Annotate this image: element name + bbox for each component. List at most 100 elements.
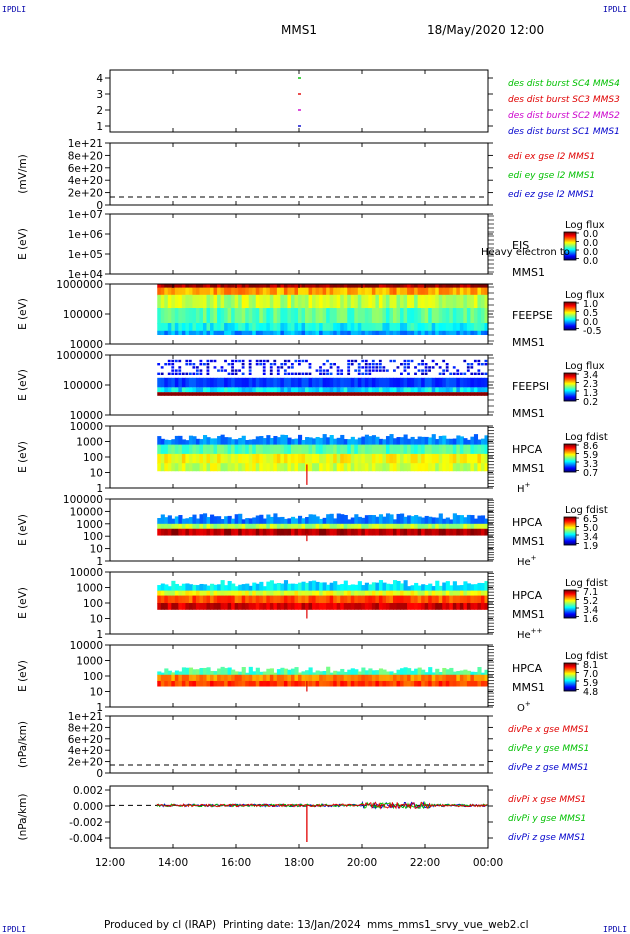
heatmap-cell bbox=[459, 528, 464, 536]
heatmap-cell bbox=[181, 372, 185, 375]
heatmap-cell bbox=[424, 366, 428, 369]
heatmap-cell bbox=[217, 308, 222, 324]
heatmap-cell bbox=[343, 330, 348, 335]
heatmap-cell bbox=[312, 674, 317, 682]
colorbar-cell bbox=[564, 393, 576, 395]
spacecraft-label: MMS1 bbox=[512, 608, 545, 621]
heatmap-cell bbox=[294, 294, 299, 309]
heatmap-cell bbox=[407, 330, 412, 335]
heatmap-cell bbox=[301, 453, 306, 464]
heatmap-cell bbox=[350, 330, 355, 335]
heatmap-cell bbox=[234, 284, 239, 289]
heatmap-cell bbox=[280, 284, 285, 289]
heatmap-cell bbox=[262, 369, 266, 372]
heatmap-cell bbox=[280, 294, 285, 309]
heatmap-cell bbox=[392, 308, 398, 324]
colorbar-hpca_he bbox=[563, 516, 577, 546]
heatmap-cell bbox=[178, 372, 182, 375]
y-tick-label: 10 bbox=[90, 544, 103, 556]
heatmap-cell bbox=[217, 668, 222, 676]
heatmap-cell bbox=[456, 453, 461, 464]
heatmap-cell bbox=[241, 330, 246, 335]
heatmap-cell bbox=[210, 438, 215, 446]
heatmap-cell bbox=[238, 444, 243, 455]
heatmap-cell bbox=[484, 528, 489, 536]
heatmap-cell bbox=[400, 387, 405, 393]
heatmap-cell bbox=[210, 392, 215, 396]
heatmap-cell bbox=[410, 463, 415, 472]
heatmap-cell bbox=[347, 366, 351, 369]
heatmap-cell bbox=[385, 590, 391, 597]
heatmap-cell bbox=[188, 667, 194, 676]
heatmap-cell bbox=[477, 523, 482, 530]
heatmap-cell bbox=[224, 323, 229, 332]
heatmap-cell bbox=[417, 667, 422, 676]
y-tick-label: 1000000 bbox=[56, 350, 103, 362]
heatmap-cell bbox=[164, 444, 169, 455]
heatmap-cell bbox=[336, 528, 341, 536]
heatmap-cell bbox=[210, 590, 215, 597]
heatmap-cell bbox=[368, 284, 373, 289]
heatmap-cell bbox=[466, 308, 472, 324]
heatmap-cell bbox=[213, 323, 218, 332]
heatmap-cell bbox=[382, 582, 387, 592]
heatmap-cell bbox=[308, 523, 313, 530]
heatmap-cell bbox=[178, 585, 183, 592]
heatmap-cell bbox=[262, 323, 267, 332]
heatmap-cell bbox=[248, 363, 252, 366]
heatmap-cell bbox=[301, 523, 306, 530]
heatmap-cell bbox=[174, 372, 178, 375]
heatmap-cell bbox=[245, 463, 250, 472]
heatmap-cell bbox=[164, 439, 169, 446]
heatmap-cell bbox=[329, 287, 334, 296]
heatmap-cell bbox=[231, 323, 236, 332]
heatmap-cell bbox=[470, 680, 475, 687]
heatmap-cell bbox=[283, 674, 289, 682]
heatmap-cell bbox=[248, 528, 253, 536]
heatmap-cell bbox=[414, 366, 417, 369]
heatmap-cell bbox=[238, 595, 243, 604]
heatmap-cell bbox=[403, 590, 408, 597]
heatmap-cell bbox=[227, 523, 232, 530]
heatmap-cell bbox=[347, 603, 352, 610]
heatmap-cell bbox=[185, 523, 190, 530]
heatmap-cell bbox=[350, 680, 355, 687]
heatmap-cell bbox=[238, 584, 243, 592]
heatmap-cell bbox=[459, 392, 464, 396]
heatmap-cell bbox=[255, 583, 260, 592]
y-tick-label: 1 bbox=[96, 629, 103, 641]
heatmap-cell bbox=[290, 284, 296, 289]
heatmap-cell bbox=[368, 595, 373, 604]
heatmap-cell bbox=[245, 287, 250, 296]
heatmap-cell bbox=[259, 674, 264, 682]
heatmap-cell bbox=[315, 590, 320, 597]
heatmap-cell bbox=[410, 323, 415, 332]
heatmap-cell bbox=[435, 287, 440, 296]
heatmap-cell bbox=[364, 287, 369, 296]
heatmap-cell bbox=[164, 308, 169, 324]
heatmap-cell bbox=[266, 595, 271, 604]
heatmap-cell bbox=[389, 674, 394, 682]
heatmap-cell bbox=[297, 590, 303, 597]
heatmap-cell bbox=[435, 323, 440, 332]
heatmap-cell bbox=[171, 528, 176, 536]
heatmap-cell bbox=[392, 580, 398, 592]
heatmap-cell bbox=[375, 294, 380, 309]
heatmap-cell bbox=[382, 528, 387, 536]
colorbar-cell bbox=[564, 302, 576, 304]
heatmap-cell bbox=[347, 330, 352, 335]
heatmap-cell bbox=[382, 308, 387, 324]
colorbar-tick-label: 3.4 bbox=[583, 370, 598, 381]
heatmap-cell bbox=[248, 392, 253, 396]
heatmap-cell bbox=[470, 387, 475, 393]
heatmap-cell bbox=[164, 680, 169, 687]
heatmap-cell bbox=[255, 674, 260, 682]
heatmap-cell bbox=[407, 595, 412, 604]
heatmap-cell bbox=[171, 387, 176, 393]
heatmap-cell bbox=[195, 463, 201, 472]
heatmap-cell bbox=[431, 323, 436, 332]
colorbar-tick-label: 2.3 bbox=[583, 379, 598, 390]
y-tick-label: 10000 bbox=[70, 506, 103, 518]
heatmap-cell bbox=[210, 330, 215, 335]
heatmap-cell bbox=[350, 674, 355, 682]
